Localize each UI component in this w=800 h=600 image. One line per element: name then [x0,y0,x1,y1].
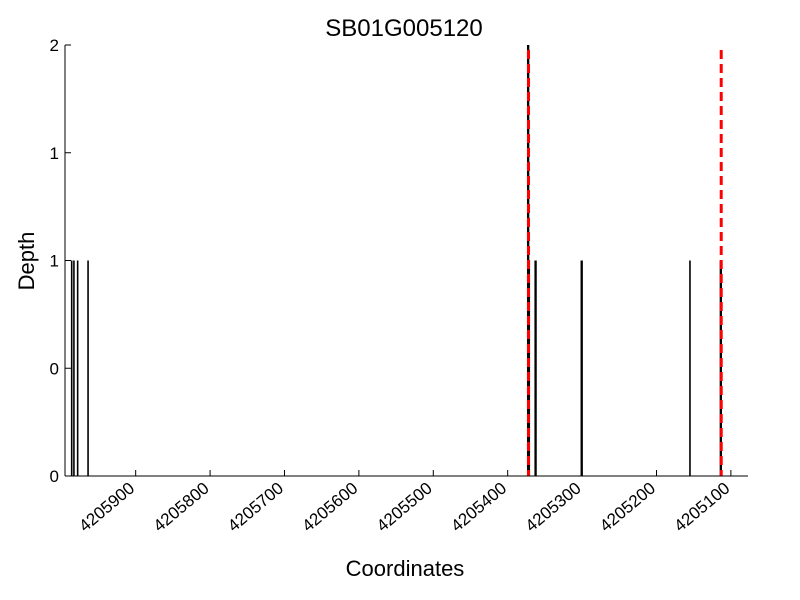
chart-title: SB01G005120 [325,15,482,42]
x-axis-label: Coordinates [346,556,465,581]
x-tick-label: 4205200 [596,479,659,536]
y-tick-label: 0 [50,359,59,378]
y-axis-label: Depth [14,232,39,291]
y-tick-label: 0 [50,467,59,486]
x-tick-label: 4205400 [447,479,510,536]
y-ticks: 0 0 1 1 2 [50,36,71,486]
markers-layer [527,50,723,476]
y-tick-label: 1 [50,144,59,163]
x-tick-label: 4205300 [522,479,585,536]
y-tick-label: 1 [50,252,59,271]
x-tick-label: 4205500 [373,479,436,536]
x-tick-label: 4205800 [150,479,213,536]
x-tick-label: 4205900 [75,479,138,536]
axes-layer [64,45,748,477]
bars-layer [70,45,723,476]
y-tick-label: 2 [50,36,59,55]
x-tick-label: 4205100 [671,479,734,536]
x-ticks: 4205900 4205800 4205700 4205600 4205500 42054… [75,470,733,536]
x-tick-label: 4205600 [299,479,362,536]
x-tick-label: 4205700 [224,479,287,536]
